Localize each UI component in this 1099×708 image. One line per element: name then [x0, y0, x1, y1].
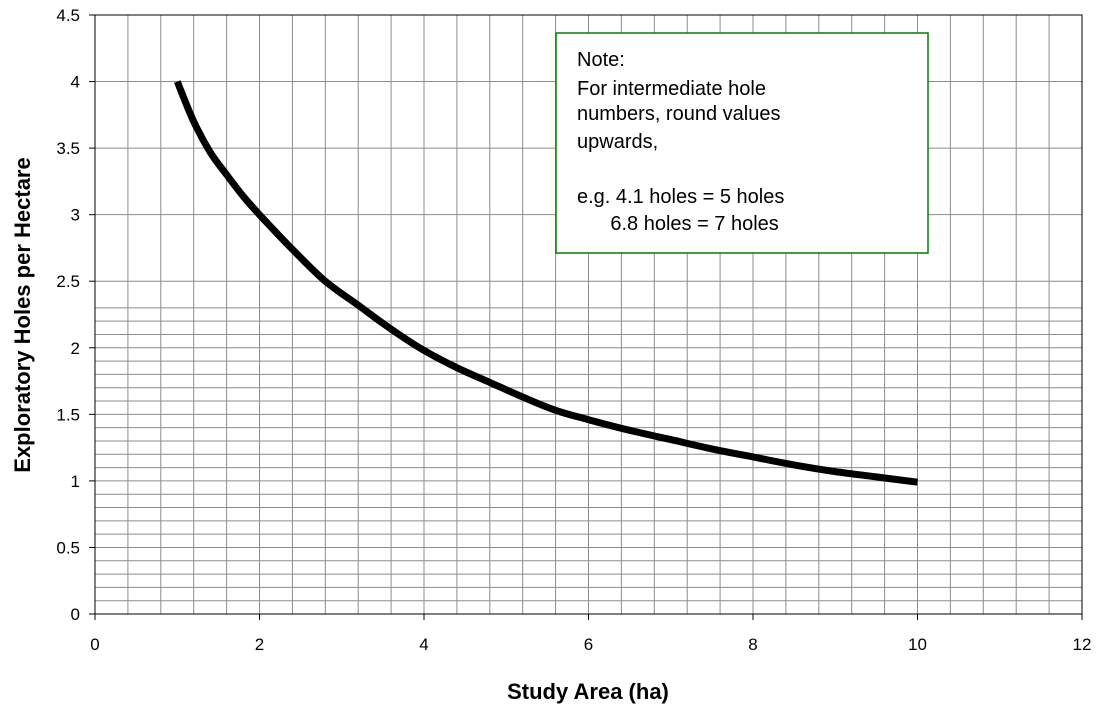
note-line: upwards, [577, 131, 658, 153]
series-layer [174, 80, 918, 486]
y-tick-label: 3 [71, 206, 80, 225]
x-axis-title: Study Area (ha) [507, 679, 669, 704]
note-line: For intermediate hole [577, 78, 766, 100]
note-box: Note: For intermediate hole numbers, rou… [555, 32, 929, 254]
note-box-border [555, 32, 929, 254]
y-tick-label: 0.5 [56, 538, 80, 557]
series-line [174, 80, 918, 486]
x-tick-label: 0 [90, 635, 99, 654]
y-tick-label: 3.5 [56, 139, 80, 158]
note-line: Note: [577, 49, 625, 71]
x-tick-label: 10 [908, 635, 927, 654]
y-tick-label: 1.5 [56, 405, 80, 424]
y-tick-label: 0 [71, 605, 80, 624]
x-tick-label: 2 [255, 635, 264, 654]
note-line: e.g. 4.1 holes = 5 holes [577, 186, 784, 208]
x-tick-label: 6 [584, 635, 593, 654]
x-tick-label: 8 [748, 635, 757, 654]
x-tick-label: 4 [419, 635, 428, 654]
y-axis-title: Exploratory Holes per Hectare [10, 157, 35, 472]
y-tick-label: 4.5 [56, 6, 80, 25]
y-tick-label: 2 [71, 339, 80, 358]
note-line: 6.8 holes = 7 holes [577, 213, 779, 235]
y-tick-label: 1 [71, 472, 80, 491]
x-tick-label: 12 [1073, 635, 1092, 654]
y-tick-label: 2.5 [56, 272, 80, 291]
note-line: numbers, round values [577, 103, 780, 125]
axes: 0 2 4 6 8 10 12 0 0.5 1 1.5 2 2.5 3 3.5 4 4.5 [56, 6, 1091, 654]
y-tick-label: 4 [71, 73, 80, 92]
